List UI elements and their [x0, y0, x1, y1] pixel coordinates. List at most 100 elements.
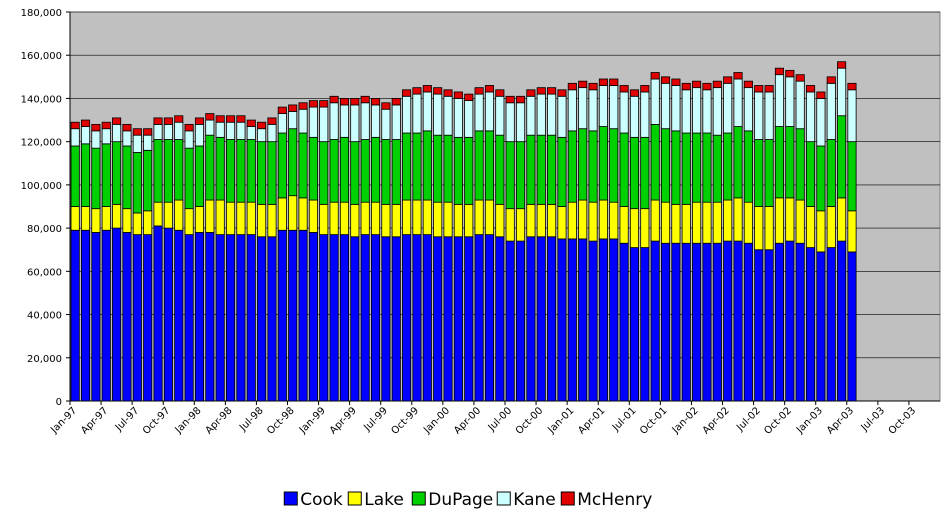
bar-segment [578, 199, 588, 240]
bar-segment [536, 87, 546, 95]
bar-segment [702, 201, 712, 244]
bar-segment [671, 203, 681, 244]
bar-segment [795, 80, 805, 130]
bar-segment [754, 139, 764, 207]
bar-segment [257, 203, 267, 238]
bar-segment [402, 132, 412, 201]
y-tick-label: 80,000 [27, 224, 62, 235]
bar-segment [246, 119, 256, 127]
bar-segment [837, 61, 847, 69]
bar-segment [101, 143, 111, 207]
bar-segment [795, 128, 805, 201]
bar-segment [515, 240, 526, 402]
x-tick-label: Apr-97 [79, 405, 110, 436]
bar-segment [422, 199, 432, 235]
bar-segment [578, 128, 588, 201]
bar-segment [80, 119, 91, 127]
bar-segment [225, 234, 236, 402]
bar-segment [826, 76, 836, 84]
bar-segment [391, 203, 401, 238]
bar-segment [277, 113, 287, 134]
bar-segment [733, 240, 743, 402]
bar-segment [816, 91, 826, 99]
bar-segment [588, 82, 598, 91]
x-tick-label: Jul-00 [486, 405, 515, 434]
bar-segment [743, 201, 753, 244]
bar-segment [681, 82, 691, 91]
bar-segment [194, 145, 205, 207]
legend-label: Cook [300, 490, 343, 510]
bar-segment [536, 134, 546, 205]
bar-segment [339, 234, 350, 402]
bar-segment [215, 234, 225, 402]
bar-segment [205, 199, 215, 233]
bar-segment [132, 212, 142, 235]
bar-segment [205, 134, 215, 201]
bar-segment [578, 238, 588, 402]
bar-segment [70, 229, 80, 402]
bar-segment [505, 240, 515, 402]
x-tick-label: Jul-99 [361, 405, 390, 434]
bar-segment [505, 208, 515, 242]
bar-segment [402, 199, 412, 235]
bar-segment [837, 67, 847, 117]
bar-segment [526, 89, 536, 97]
bar-segment [526, 236, 536, 402]
bar-segment [681, 203, 691, 244]
bar-segment [174, 139, 184, 201]
bar-segment [712, 80, 722, 89]
bar-segment [329, 234, 339, 402]
bar-segment [598, 78, 608, 86]
bar-segment [163, 139, 173, 203]
bar-segment [360, 95, 370, 104]
bar-segment [557, 95, 567, 138]
bar-segment [329, 201, 339, 235]
bar-segment [847, 210, 857, 253]
bar-segment [650, 240, 660, 402]
bar-segment [816, 98, 826, 147]
x-tick-label: Jul-01 [610, 405, 639, 434]
bar-segment [505, 95, 515, 104]
bar-segment [495, 236, 505, 402]
bar-segment [215, 115, 225, 123]
bar-segment [257, 141, 267, 205]
bar-segment [412, 87, 422, 95]
bar-segment [101, 121, 111, 130]
bar-segment [246, 234, 256, 402]
bar-segment [350, 236, 360, 402]
bar-segment [764, 91, 774, 140]
bar-segment [402, 89, 412, 97]
x-tick-label: Apr-01 [576, 405, 607, 436]
bar-segment [215, 136, 225, 201]
bar-segment [464, 236, 474, 402]
bar-segment [122, 130, 132, 147]
x-tick-label: Jul-03 [859, 405, 888, 434]
bar-segment [163, 227, 173, 402]
bar-segment [764, 139, 774, 207]
bar-segment [650, 199, 660, 242]
bar-segment [370, 104, 381, 138]
bar-segment [692, 80, 702, 89]
bar-segment [484, 85, 495, 93]
bar-segment [70, 206, 80, 231]
bar-segment [225, 201, 236, 235]
bar-segment [236, 121, 246, 140]
bar-segment [433, 201, 443, 238]
bar-segment [774, 242, 785, 402]
bar-segment [547, 87, 557, 95]
bar-segment [536, 203, 546, 238]
x-tick-label: Apr-00 [452, 405, 483, 436]
bar-segment [391, 104, 401, 140]
x-tick-label: Jan-01 [546, 405, 577, 436]
bar-segment [692, 132, 702, 203]
bar-segment [805, 85, 816, 93]
x-tick-label: Apr-03 [825, 405, 856, 436]
bar-segment [80, 206, 91, 231]
bar-segment [743, 130, 753, 203]
bar-segment [723, 82, 733, 134]
bar-segment [692, 87, 702, 134]
bar-segment [381, 236, 391, 402]
legend-label: Kane [513, 490, 556, 510]
bar-segment [402, 95, 412, 134]
bar-segment [743, 242, 753, 402]
